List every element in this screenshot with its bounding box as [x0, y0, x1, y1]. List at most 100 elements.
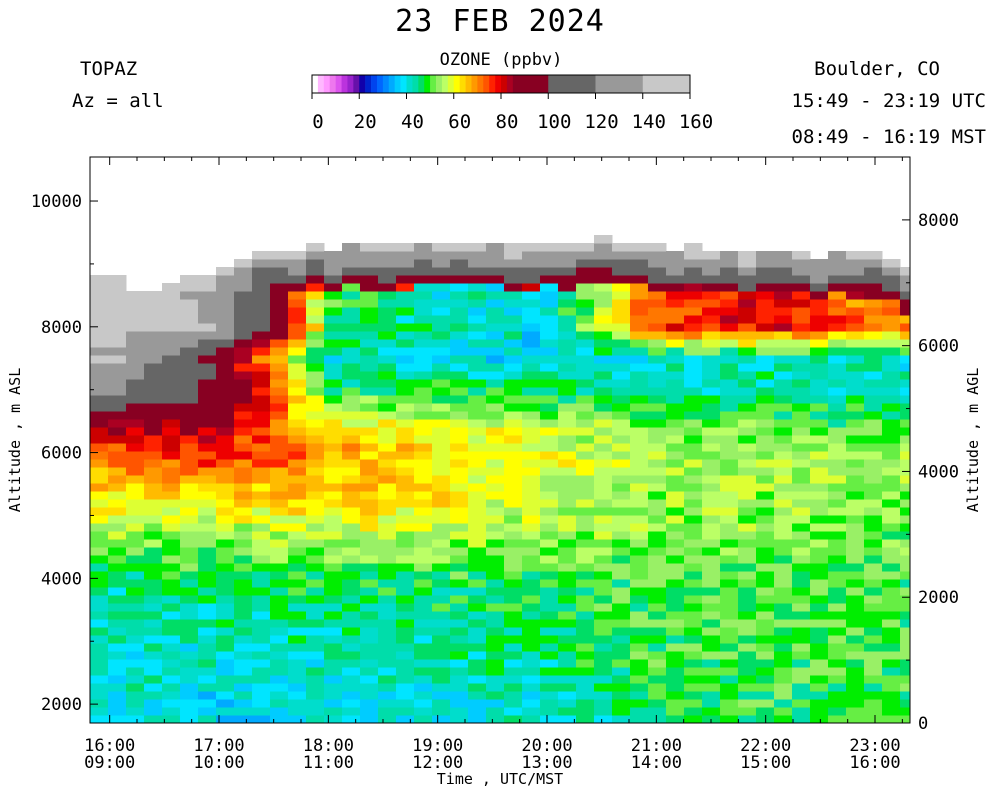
- heatmap-cell: [126, 651, 145, 660]
- heatmap-cell: [360, 251, 379, 260]
- heatmap-cell: [684, 555, 703, 564]
- heatmap-cell: [288, 299, 307, 308]
- heatmap-cell: [450, 579, 469, 588]
- heatmap-cell: [630, 347, 649, 356]
- heatmap-cell: [504, 267, 523, 276]
- heatmap-cell: [540, 675, 559, 684]
- heatmap-cell: [342, 371, 361, 380]
- heatmap-cell: [378, 499, 397, 508]
- heatmap-cell: [234, 683, 253, 692]
- heatmap-cell: [180, 683, 199, 692]
- heatmap-cell: [612, 707, 631, 716]
- heatmap-cell: [234, 371, 253, 380]
- heatmap-cell: [126, 467, 145, 476]
- heatmap-cell: [90, 539, 109, 548]
- heatmap-cell: [864, 331, 883, 340]
- heatmap-cell: [216, 331, 235, 340]
- heatmap-cell: [360, 611, 379, 620]
- heatmap-cell: [270, 475, 289, 484]
- heatmap-cell: [846, 579, 865, 588]
- heatmap-cell: [468, 379, 487, 388]
- heatmap-cell: [738, 699, 757, 708]
- colorbar-bin: [642, 75, 691, 93]
- heatmap-cell: [108, 707, 127, 716]
- heatmap-cell: [216, 707, 235, 716]
- heatmap-cell: [234, 619, 253, 628]
- heatmap-cell: [792, 491, 811, 500]
- heatmap-cell: [126, 539, 145, 548]
- heatmap-cell: [864, 691, 883, 700]
- heatmap-cell: [108, 563, 127, 572]
- heatmap-cell: [756, 523, 775, 532]
- heatmap-cell: [792, 707, 811, 716]
- y-tick-label-right: 4000: [918, 462, 959, 482]
- heatmap-cell: [324, 275, 343, 284]
- heatmap-cell: [648, 651, 667, 660]
- heatmap-cell: [720, 627, 739, 636]
- heatmap-cell: [90, 635, 109, 644]
- heatmap-cell: [306, 579, 325, 588]
- heatmap-cell: [792, 371, 811, 380]
- heatmap-cell: [576, 371, 595, 380]
- heatmap-cell: [900, 307, 911, 316]
- heatmap-cell: [828, 619, 847, 628]
- heatmap-cell: [792, 251, 811, 260]
- heatmap-cell: [594, 515, 613, 524]
- heatmap-cell: [432, 659, 451, 668]
- heatmap-cell: [558, 363, 577, 372]
- heatmap-cell: [414, 323, 433, 332]
- heatmap-cell: [324, 347, 343, 356]
- heatmap-cell: [126, 291, 145, 300]
- heatmap-cell: [666, 635, 685, 644]
- heatmap-cell: [576, 699, 595, 708]
- heatmap-cell: [864, 659, 883, 668]
- heatmap-cell: [414, 387, 433, 396]
- heatmap-cell: [846, 627, 865, 636]
- heatmap-cell: [162, 579, 181, 588]
- heatmap-cell: [342, 555, 361, 564]
- heatmap-cell: [450, 627, 469, 636]
- heatmap-cell: [216, 539, 235, 548]
- heatmap-cell: [774, 707, 793, 716]
- heatmap-cell: [180, 707, 199, 716]
- heatmap-cell: [216, 395, 235, 404]
- heatmap-cell: [846, 435, 865, 444]
- heatmap-cell: [810, 419, 829, 428]
- heatmap-cell: [396, 603, 415, 612]
- heatmap-cell: [342, 499, 361, 508]
- heatmap-cell: [414, 283, 433, 292]
- heatmap-cell: [522, 547, 541, 556]
- heatmap-cell: [234, 323, 253, 332]
- heatmap-cell: [612, 411, 631, 420]
- heatmap-cell: [324, 267, 343, 276]
- heatmap-cell: [126, 371, 145, 380]
- heatmap-cell: [576, 579, 595, 588]
- heatmap-cell: [558, 683, 577, 692]
- heatmap-cell: [270, 315, 289, 324]
- heatmap-cell: [504, 395, 523, 404]
- heatmap-cell: [558, 283, 577, 292]
- heatmap-cell: [738, 539, 757, 548]
- heatmap-cell: [252, 419, 271, 428]
- heatmap-cell: [522, 435, 541, 444]
- heatmap-cell: [792, 403, 811, 412]
- heatmap-cell: [828, 347, 847, 356]
- heatmap-cell: [324, 579, 343, 588]
- heatmap-cell: [108, 715, 127, 724]
- heatmap-cell: [630, 659, 649, 668]
- heatmap-cell: [522, 483, 541, 492]
- heatmap-cell: [108, 643, 127, 652]
- heatmap-cell: [432, 635, 451, 644]
- y-tick-label-right: 2000: [918, 588, 959, 608]
- heatmap-cell: [306, 347, 325, 356]
- heatmap-cell: [522, 627, 541, 636]
- heatmap-cell: [306, 259, 325, 268]
- heatmap-cell: [468, 483, 487, 492]
- heatmap-cell: [810, 603, 829, 612]
- heatmap-cell: [828, 419, 847, 428]
- heatmap-cell: [828, 355, 847, 364]
- colorbar: 0 20 40 60 80 100 120 140 160: [311, 74, 713, 133]
- heatmap-cell: [450, 299, 469, 308]
- x-tick-label-utc: 23:00: [849, 736, 900, 756]
- heatmap-cell: [648, 403, 667, 412]
